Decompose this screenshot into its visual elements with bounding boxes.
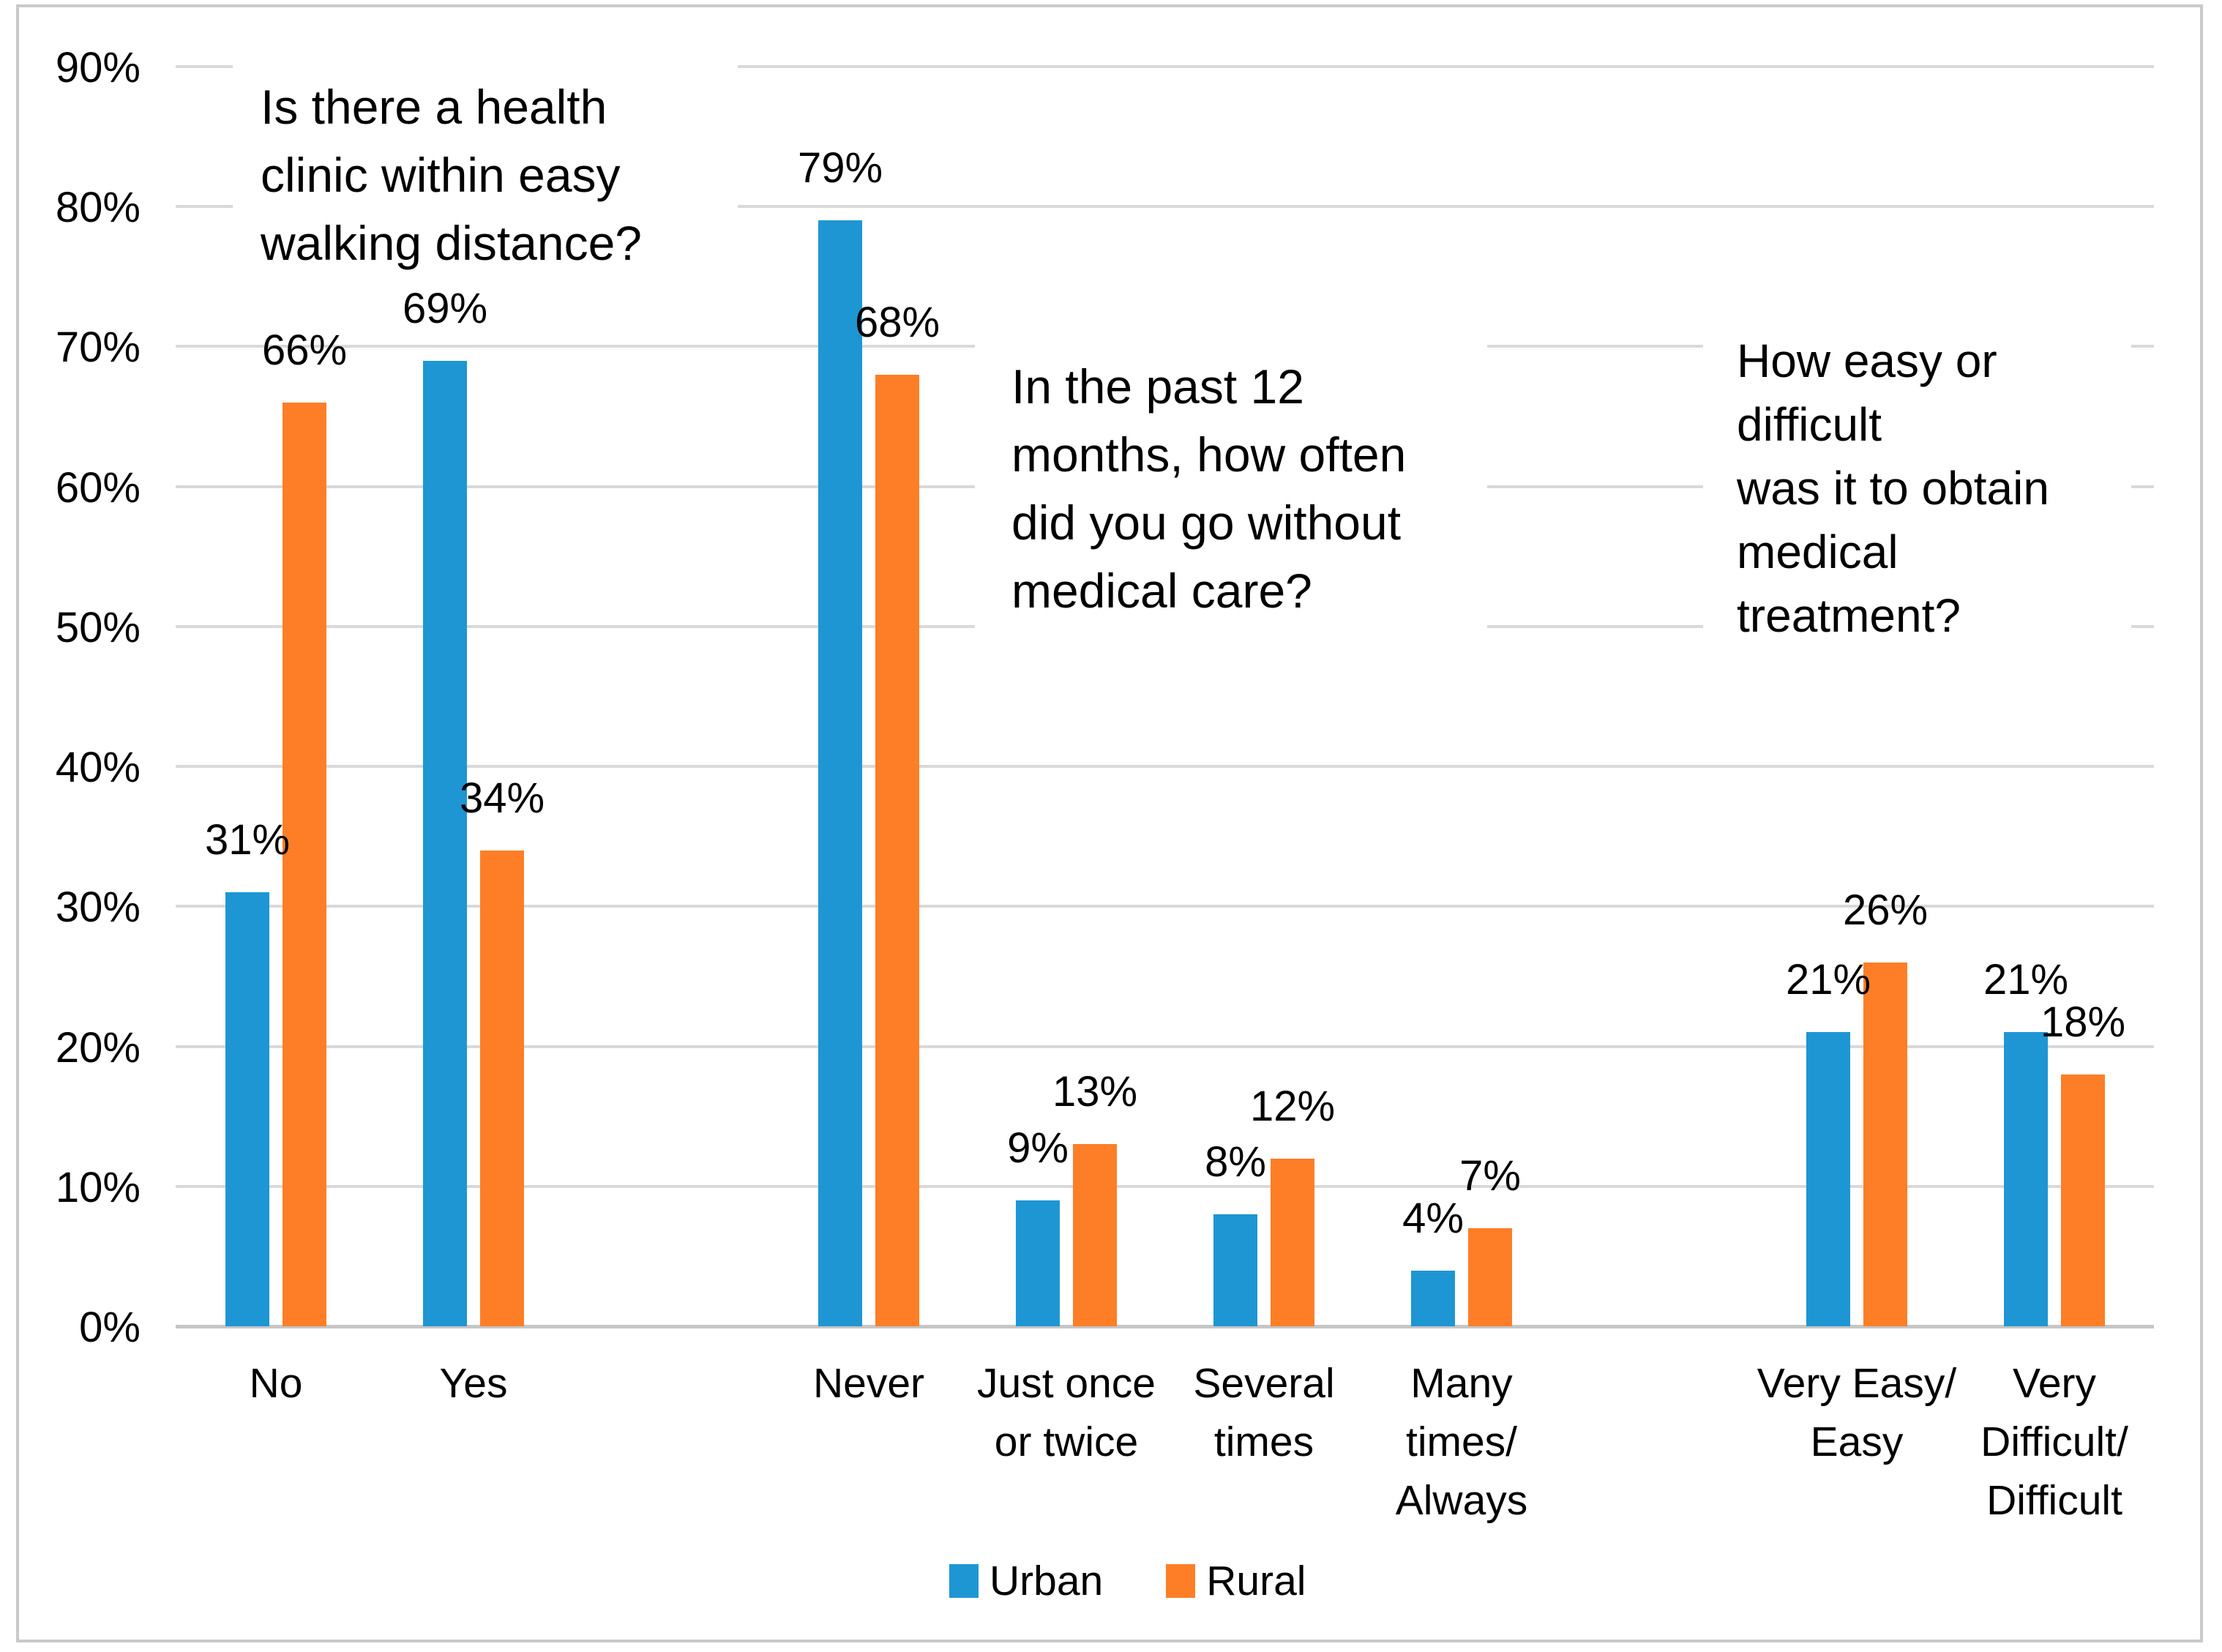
chart-border	[16, 4, 2203, 1642]
gridline-20	[176, 1044, 2154, 1048]
gridline-90	[176, 65, 2154, 69]
category-label-line: Easy	[1810, 1419, 1904, 1465]
category-label: Many times/Always	[1301, 1354, 1623, 1530]
question-line: did you go without	[1011, 496, 1402, 550]
gridline-30	[176, 905, 2154, 908]
rural-legend-label: Rural	[1206, 1558, 1306, 1604]
question-text-1: Is there a health clinic within easy walki…	[233, 53, 738, 296]
bar-rural-never	[875, 374, 919, 1326]
bar-urban-yes	[423, 360, 467, 1326]
category-label-line: Always	[1395, 1477, 1528, 1524]
rural-legend-swatch	[1166, 1564, 1196, 1598]
bar-urban-many-times-always	[1411, 1270, 1455, 1326]
data-label-rural: 13%	[1052, 1068, 1138, 1116]
data-label-rural: 12%	[1249, 1082, 1336, 1130]
category-label-line: Very Easy/	[1757, 1360, 1957, 1407]
bar-rural-just-once-or-twice	[1073, 1144, 1117, 1326]
gridline-10	[176, 1184, 2154, 1188]
question-line: medical care?	[1011, 564, 1312, 618]
category-label-line: Just once	[977, 1360, 1156, 1407]
category-label: Very Difficult/Difficult	[1893, 1354, 2215, 1530]
question-line: medical	[1737, 526, 1899, 578]
category-label-line: Very	[2012, 1360, 2097, 1407]
question-line: How easy or	[1737, 334, 1997, 387]
data-label-rural: 18%	[2040, 998, 2126, 1046]
category-label: Very Easy/Easy	[1696, 1354, 2018, 1471]
data-label-rural: 68%	[854, 298, 940, 346]
data-label-urban: 21%	[1983, 956, 2069, 1004]
y-axis-label-80: 80%	[55, 184, 141, 232]
category-label: Never	[708, 1354, 1030, 1413]
data-label-urban: 31%	[204, 816, 291, 864]
bar-urban-very-difficult-difficult	[2004, 1032, 2048, 1326]
question-text-2: In the past 12 months, how often did you g…	[975, 335, 1487, 644]
data-label-rural: 7%	[1459, 1152, 1521, 1200]
gridline-40	[176, 765, 2154, 769]
y-axis-label-40: 40%	[55, 744, 141, 792]
category-label-line: or twice	[994, 1419, 1139, 1465]
category-label-line: No	[249, 1360, 303, 1407]
bar-rural-very-difficult-difficult	[2061, 1074, 2105, 1326]
question-line: walking distance?	[261, 216, 642, 270]
bar-urban-no	[225, 892, 269, 1326]
question-line: months, how often	[1011, 427, 1407, 482]
data-label-urban: 21%	[1785, 956, 1871, 1004]
question-line: difficult	[1737, 398, 1882, 451]
question-line: was it to obtain	[1737, 462, 2049, 515]
category-label-line: Many	[1410, 1360, 1513, 1407]
category-label-line: Never	[812, 1360, 925, 1407]
bar-urban-very-easy-easy	[1806, 1032, 1850, 1326]
gridline-80	[176, 205, 2154, 209]
bar-rural-no	[283, 402, 326, 1326]
y-axis-label-50: 50%	[55, 603, 141, 651]
data-label-urban: 4%	[1402, 1194, 1464, 1242]
category-label-line: Several	[1193, 1360, 1335, 1407]
category-label-line: Difficult	[1986, 1477, 2122, 1524]
question-line: treatment?	[1737, 589, 1961, 642]
y-axis-label-30: 30%	[55, 883, 141, 932]
question-line: clinic within easy	[261, 148, 621, 202]
data-label-rural: 34%	[459, 774, 545, 822]
y-axis-label-90: 90%	[55, 44, 141, 92]
y-axis-label-20: 20%	[55, 1023, 141, 1072]
y-axis-label-0: 0%	[79, 1304, 141, 1351]
data-label-rural: 66%	[261, 326, 348, 374]
category-label: Just once or twice	[905, 1354, 1227, 1471]
category-label: No	[115, 1354, 437, 1413]
bar-rural-very-easy-easy	[1863, 962, 1907, 1326]
category-label-line: times	[1213, 1419, 1314, 1465]
bar-urban-never	[818, 220, 862, 1326]
bar-urban-several-times	[1213, 1214, 1257, 1326]
bar-rural-several-times	[1271, 1158, 1314, 1326]
y-axis-label-60: 60%	[55, 463, 141, 512]
y-axis-label-10: 10%	[55, 1163, 141, 1211]
y-axis-label-70: 70%	[55, 324, 141, 372]
bar-urban-just-once-or-twice	[1016, 1200, 1060, 1326]
category-label-line: Difficult/	[1980, 1419, 2128, 1465]
category-label: Yes	[313, 1354, 635, 1413]
question-text-3: How easy or difficult was it to obtain medi…	[1703, 316, 2131, 667]
data-label-urban: 8%	[1205, 1138, 1266, 1186]
legend: Urban Rural	[949, 1559, 1306, 1603]
category-label-line: times/	[1405, 1419, 1518, 1465]
urban-legend-label: Urban	[990, 1558, 1104, 1604]
bar-rural-many-times-always	[1468, 1228, 1512, 1326]
urban-legend-swatch	[949, 1564, 979, 1598]
data-label-urban: 79%	[797, 144, 883, 193]
bar-rural-yes	[480, 850, 524, 1326]
question-line: In the past 12	[1011, 359, 1304, 414]
data-label-urban: 69%	[402, 284, 488, 332]
category-label-line: Yes	[439, 1360, 508, 1407]
gridline-0	[176, 1325, 2154, 1328]
category-label: Several times	[1103, 1354, 1425, 1471]
data-label-rural: 26%	[1842, 886, 1929, 934]
question-line: Is there a health	[261, 80, 607, 134]
data-label-urban: 9%	[1007, 1124, 1069, 1172]
